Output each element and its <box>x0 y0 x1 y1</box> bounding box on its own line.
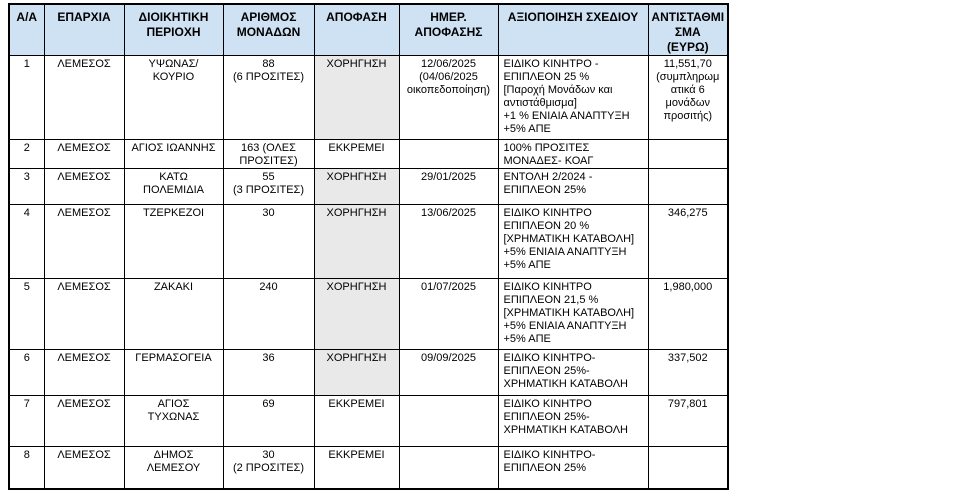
cell-axiopoiisi-sxediou: 100% ΠΡΟΣΙΤΕΣ ΜΟΝΑΔΕΣ- ΚΟΑΓ <box>497 139 649 169</box>
cell-dioikitiki-perioxi: ΑΓΙΟΣ ΙΩΑΝΝΗΣ <box>123 139 224 169</box>
cell-apofasi: ΧΟΡΗΓΗΣΗ <box>313 349 400 396</box>
cell-imer-apofasis: 13/06/2025 <box>398 204 499 279</box>
column-header-aa: Α/Α <box>8 3 45 56</box>
table-row: 7 ΛΕΜΕΣΟΣ ΑΓΙΟΣ ΤΥΧΩΝΑΣ 69 ΕΚΚΡΕΜΕΙ ΕΙΔΙΚΟ ΚΙ… <box>8 395 729 447</box>
cell-axiopoiisi-sxediou: ΕΝΤΟΛΗ 2/2024 - ΕΠΙΠΛΕΟΝ 25% <box>497 168 649 205</box>
cell-arithmos-monadon: 163 (ΟΛΕΣ ΠΡΟΣΙΤΕΣ) <box>222 139 315 169</box>
cell-apofasi: ΕΚΚΡΕΜΕΙ <box>313 139 400 169</box>
cell-apofasi: ΕΚΚΡΕΜΕΙ <box>313 395 400 447</box>
cell-antistathmisma: 11,551,70 (συμπληρωμ ατικά 6 μονάδων προ… <box>647 55 729 140</box>
table-row: 4 ΛΕΜΕΣΟΣ ΤΖΕΡΚΕΖΟΙ 30 ΧΟΡΗΓΗΣΗ 13/06/2025 ΕΙΔ… <box>8 204 729 279</box>
cell-aa: 4 <box>8 204 45 279</box>
cell-arithmos-monadon: 55 (3 ΠΡΟΣΙΤΕΣ) <box>222 168 315 205</box>
cell-antistathmisma: 797,801 <box>647 395 729 447</box>
cell-eparchia: ΛΕΜΕΣΟΣ <box>43 55 125 140</box>
cell-eparchia: ΛΕΜΕΣΟΣ <box>43 204 125 279</box>
column-header-imer-apofasis: ΗΜΕΡ. ΑΠΟΦΑΣΗΣ <box>398 3 499 56</box>
cell-antistathmisma: 337,502 <box>647 349 729 396</box>
table-body: 1 ΛΕΜΕΣΟΣ ΥΨΩΝΑΣ/ ΚΟΥΡΙΟ 88 (6 ΠΡΟΣΙΤΕΣ) ΧΟΡ… <box>8 55 729 489</box>
cell-arithmos-monadon: 69 <box>222 395 315 447</box>
cell-imer-apofasis: 29/01/2025 <box>398 168 499 205</box>
cell-dioikitiki-perioxi: ΥΨΩΝΑΣ/ ΚΟΥΡΙΟ <box>123 55 224 140</box>
cell-imer-apofasis: 09/09/2025 <box>398 349 499 396</box>
cell-eparchia: ΛΕΜΕΣΟΣ <box>43 349 125 396</box>
cell-axiopoiisi-sxediou: ΕΙΔΙΚΟ ΚΙΝΗΤΡΟ- ΕΠΙΠΛΕΟΝ 25%- ΧΡΗΜΑΤΙΚΗ … <box>497 349 649 396</box>
cell-imer-apofasis: 12/06/2025 (04/06/2025 οικοπεδοποίηση) <box>398 55 499 140</box>
cell-antistathmisma <box>647 168 729 205</box>
cell-imer-apofasis: 01/07/2025 <box>398 278 499 350</box>
cell-aa: 7 <box>8 395 45 447</box>
cell-dioikitiki-perioxi: ΤΖΕΡΚΕΖΟΙ <box>123 204 224 279</box>
cell-arithmos-monadon: 88 (6 ΠΡΟΣΙΤΕΣ) <box>222 55 315 140</box>
cell-antistathmisma: 346,275 <box>647 204 729 279</box>
cell-aa: 6 <box>8 349 45 396</box>
cell-apofasi: ΧΟΡΗΓΗΣΗ <box>313 55 400 140</box>
cell-antistathmisma <box>647 139 729 169</box>
cell-dioikitiki-perioxi: ΓΕΡΜΑΣΟΓΕΙΑ <box>123 349 224 396</box>
cell-arithmos-monadon: 240 <box>222 278 315 350</box>
cell-axiopoiisi-sxediou: ΕΙΔΙΚΟ ΚΙΝΗΤΡΟ- ΕΠΙΠΛΕΟΝ 25% <box>497 446 649 489</box>
cell-eparchia: ΛΕΜΕΣΟΣ <box>43 139 125 169</box>
header-row: Α/Α ΕΠΑΡΧΙΑ ΔΙΟΙΚΗΤΙΚΗ ΠΕΡΙΟΧΗ ΑΡΙΘΜΟΣ Μ… <box>8 3 729 56</box>
cell-aa: 8 <box>8 446 45 489</box>
housing-decisions-table: Α/Α ΕΠΑΡΧΙΑ ΔΙΟΙΚΗΤΙΚΗ ΠΕΡΙΟΧΗ ΑΡΙΘΜΟΣ Μ… <box>8 3 729 490</box>
cell-arithmos-monadon: 36 <box>222 349 315 396</box>
table-row: 5 ΛΕΜΕΣΟΣ ΖΑΚΑΚΙ 240 ΧΟΡΗΓΗΣΗ 01/07/2025 ΕΙΔΙΚ… <box>8 278 729 350</box>
cell-arithmos-monadon: 30 (2 ΠΡΟΣΙΤΕΣ) <box>222 446 315 489</box>
cell-imer-apofasis <box>398 395 499 447</box>
table-row: 6 ΛΕΜΕΣΟΣ ΓΕΡΜΑΣΟΓΕΙΑ 36 ΧΟΡΗΓΗΣΗ 09/09/2025 Ε… <box>8 349 729 396</box>
cell-eparchia: ΛΕΜΕΣΟΣ <box>43 446 125 489</box>
cell-apofasi: ΧΟΡΗΓΗΣΗ <box>313 278 400 350</box>
cell-dioikitiki-perioxi: ΔΗΜΟΣ ΛΕΜΕΣΟΥ <box>123 446 224 489</box>
column-header-antistathmisma-evro: ΑΝΤΙΣΤΑΘΜΙΣΜΑ (ΕΥΡΩ) <box>647 3 729 56</box>
cell-dioikitiki-perioxi: ΚΑΤΩ ΠΟΛΕΜΙΔΙΑ <box>123 168 224 205</box>
cell-eparchia: ΛΕΜΕΣΟΣ <box>43 278 125 350</box>
column-header-arithmos-monadon: ΑΡΙΘΜΟΣ ΜΟΝΑΔΩΝ <box>222 3 315 56</box>
cell-apofasi: ΕΚΚΡΕΜΕΙ <box>313 446 400 489</box>
cell-arithmos-monadon: 30 <box>222 204 315 279</box>
cell-antistathmisma: 1,980,000 <box>647 278 729 350</box>
column-header-eparchia: ΕΠΑΡΧΙΑ <box>43 3 125 56</box>
column-header-apofasi: ΑΠΟΦΑΣΗ <box>313 3 400 56</box>
column-header-axiopoiisi-sxediou: ΑΞΙΟΠΟΙΗΣΗ ΣΧΕΔΙΟΥ <box>497 3 649 56</box>
table-row: 8 ΛΕΜΕΣΟΣ ΔΗΜΟΣ ΛΕΜΕΣΟΥ 30 (2 ΠΡΟΣΙΤΕΣ) ΕΚΚΡ… <box>8 446 729 489</box>
cell-imer-apofasis <box>398 139 499 169</box>
cell-apofasi: ΧΟΡΗΓΗΣΗ <box>313 168 400 205</box>
table-row: 2 ΛΕΜΕΣΟΣ ΑΓΙΟΣ ΙΩΑΝΝΗΣ 163 (ΟΛΕΣ ΠΡΟΣΙΤΕΣ)… <box>8 139 729 169</box>
cell-aa: 2 <box>8 139 45 169</box>
cell-aa: 1 <box>8 55 45 140</box>
table-row: 3 ΛΕΜΕΣΟΣ ΚΑΤΩ ΠΟΛΕΜΙΔΙΑ 55 (3 ΠΡΟΣΙΤΕΣ) ΧΟΡ… <box>8 168 729 205</box>
cell-aa: 5 <box>8 278 45 350</box>
cell-eparchia: ΛΕΜΕΣΟΣ <box>43 395 125 447</box>
column-header-dioikitiki-perioxi: ΔΙΟΙΚΗΤΙΚΗ ΠΕΡΙΟΧΗ <box>123 3 224 56</box>
table-row: 1 ΛΕΜΕΣΟΣ ΥΨΩΝΑΣ/ ΚΟΥΡΙΟ 88 (6 ΠΡΟΣΙΤΕΣ) ΧΟΡ… <box>8 55 729 140</box>
cell-eparchia: ΛΕΜΕΣΟΣ <box>43 168 125 205</box>
cell-axiopoiisi-sxediou: ΕΙΔΙΚΟ ΚΙΝΗΤΡΟ ΕΠΙΠΛΕΟΝ 21,5 % [ΧΡΗΜΑΤΙΚ… <box>497 278 649 350</box>
cell-axiopoiisi-sxediou: ΕΙΔΙΚΟ ΚΙΝΗΤΡΟ ΕΠΙΠΛΕΟΝ 20 % [ΧΡΗΜΑΤΙΚΗ … <box>497 204 649 279</box>
cell-aa: 3 <box>8 168 45 205</box>
cell-dioikitiki-perioxi: ΖΑΚΑΚΙ <box>123 278 224 350</box>
cell-axiopoiisi-sxediou: ΕΙΔΙΚΟ ΚΙΝΗΤΡΟ - ΕΠΙΠΛΕΟΝ 25 % [Παροχή Μ… <box>497 55 649 140</box>
cell-dioikitiki-perioxi: ΑΓΙΟΣ ΤΥΧΩΝΑΣ <box>123 395 224 447</box>
cell-axiopoiisi-sxediou: ΕΙΔΙΚΟ ΚΙΝΗΤΡΟ ΕΠΙΠΛΕΟΝ 25%- ΧΡΗΜΑΤΙΚΗ Κ… <box>497 395 649 447</box>
cell-imer-apofasis <box>398 446 499 489</box>
cell-antistathmisma <box>647 446 729 489</box>
cell-apofasi: ΧΟΡΗΓΗΣΗ <box>313 204 400 279</box>
